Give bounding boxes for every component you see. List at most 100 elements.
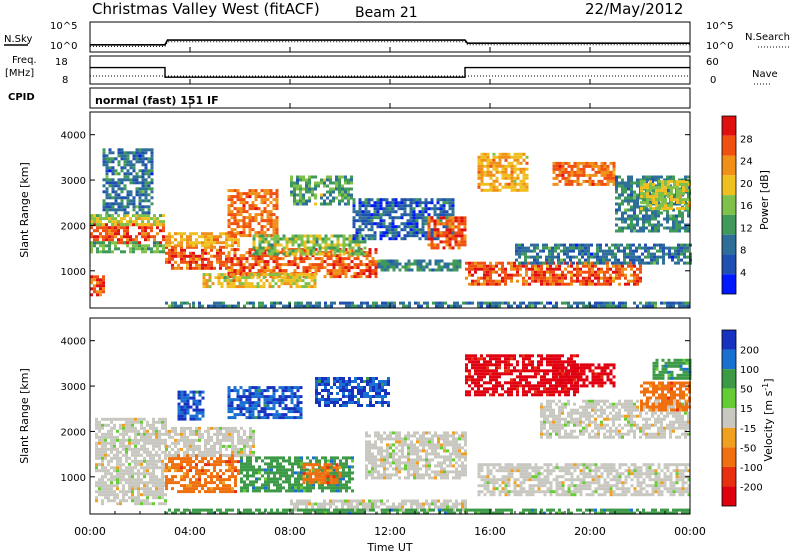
power-cell bbox=[359, 275, 363, 279]
velocity-cell bbox=[137, 472, 140, 476]
power-cell bbox=[646, 204, 649, 208]
velocity-cell bbox=[174, 438, 177, 442]
power-cell bbox=[242, 231, 246, 235]
velocity-cell bbox=[204, 472, 207, 476]
power-cell bbox=[554, 246, 557, 250]
power-cell bbox=[448, 231, 452, 235]
power-cell bbox=[336, 240, 340, 244]
power-cell bbox=[581, 252, 584, 256]
power-cell bbox=[296, 175, 299, 179]
power-cell bbox=[233, 251, 237, 255]
power-cell bbox=[614, 252, 617, 256]
power-cell bbox=[588, 270, 591, 274]
velocity-cell bbox=[140, 444, 143, 448]
velocity-cell bbox=[161, 484, 164, 488]
power-cell bbox=[90, 220, 93, 224]
velocity-cell bbox=[230, 416, 234, 420]
power-cell bbox=[234, 304, 237, 308]
velocity-cell bbox=[228, 453, 231, 457]
velocity-cell bbox=[207, 481, 210, 485]
power-cell bbox=[195, 245, 198, 249]
power-cell bbox=[123, 226, 126, 230]
power-cell bbox=[286, 276, 290, 280]
power-cell bbox=[651, 301, 654, 305]
power-cell bbox=[293, 193, 296, 197]
power-cell bbox=[513, 152, 517, 156]
power-cell bbox=[364, 198, 368, 202]
power-cell bbox=[126, 220, 129, 224]
power-cell bbox=[612, 167, 616, 171]
power-cell bbox=[159, 223, 162, 227]
power-cell bbox=[338, 184, 341, 188]
power-cell bbox=[621, 217, 624, 221]
power-cell bbox=[421, 231, 425, 235]
power-cell bbox=[300, 243, 304, 247]
velocity-cell bbox=[165, 478, 168, 482]
velocity-cell bbox=[216, 475, 219, 479]
power-cell bbox=[486, 264, 489, 268]
power-cell bbox=[195, 254, 198, 258]
power-cell bbox=[323, 193, 326, 197]
power-cell bbox=[180, 238, 183, 242]
power-cell bbox=[275, 207, 279, 211]
power-cell bbox=[678, 301, 681, 305]
power-cell bbox=[150, 235, 153, 239]
power-cell bbox=[230, 248, 234, 252]
power-cell bbox=[657, 214, 660, 218]
power-cell bbox=[351, 240, 355, 244]
velocity-cell bbox=[243, 441, 246, 445]
power-cell bbox=[338, 190, 341, 194]
power-cell bbox=[108, 148, 112, 152]
power-cell bbox=[371, 263, 375, 267]
velocity-cell bbox=[152, 423, 155, 427]
power-cell bbox=[504, 282, 507, 286]
power-cell bbox=[305, 187, 308, 191]
velocity-cell bbox=[155, 426, 158, 430]
power-cell bbox=[389, 265, 393, 269]
power-cell bbox=[424, 222, 428, 226]
power-cell bbox=[563, 246, 566, 250]
power-cell bbox=[391, 225, 395, 229]
velocity-cell bbox=[101, 487, 104, 491]
power-cell bbox=[153, 238, 156, 242]
power-cell bbox=[315, 243, 319, 247]
power-cell bbox=[641, 246, 644, 250]
power-cell bbox=[269, 213, 273, 217]
velocity-cell bbox=[236, 392, 240, 396]
power-cell bbox=[294, 234, 298, 238]
power-cell bbox=[192, 257, 195, 261]
velocity-cell bbox=[116, 429, 119, 433]
power-cell bbox=[519, 179, 523, 183]
power-cell bbox=[548, 255, 551, 259]
velocity-cell bbox=[198, 435, 201, 439]
power-cell bbox=[227, 266, 231, 270]
power-cell bbox=[468, 261, 471, 265]
power-cell bbox=[233, 269, 237, 273]
power-cell bbox=[561, 273, 564, 277]
velocity-cell bbox=[128, 487, 131, 491]
power-cell bbox=[683, 246, 686, 250]
power-cell bbox=[495, 170, 499, 174]
velocity-cell bbox=[165, 429, 168, 433]
power-cell bbox=[618, 270, 621, 274]
velocity-cell bbox=[131, 438, 134, 442]
power-cell bbox=[522, 173, 526, 177]
power-cell bbox=[274, 282, 278, 286]
power-cell bbox=[324, 304, 327, 308]
velocity-cell bbox=[237, 435, 240, 439]
power-cell bbox=[612, 276, 615, 280]
power-cell bbox=[524, 246, 527, 250]
velocity-cell bbox=[216, 435, 219, 439]
velocity-cell bbox=[152, 432, 155, 436]
power-cell bbox=[257, 231, 261, 235]
power-cell bbox=[621, 273, 624, 277]
velocity-cell bbox=[113, 444, 116, 448]
power-cell bbox=[222, 251, 225, 255]
power-cell bbox=[141, 250, 144, 254]
power-cell bbox=[575, 243, 578, 247]
velocity-cell bbox=[233, 398, 237, 402]
power-cell bbox=[495, 155, 499, 159]
power-cell bbox=[326, 269, 330, 273]
power-cell bbox=[255, 252, 259, 256]
power-cell bbox=[96, 250, 99, 254]
